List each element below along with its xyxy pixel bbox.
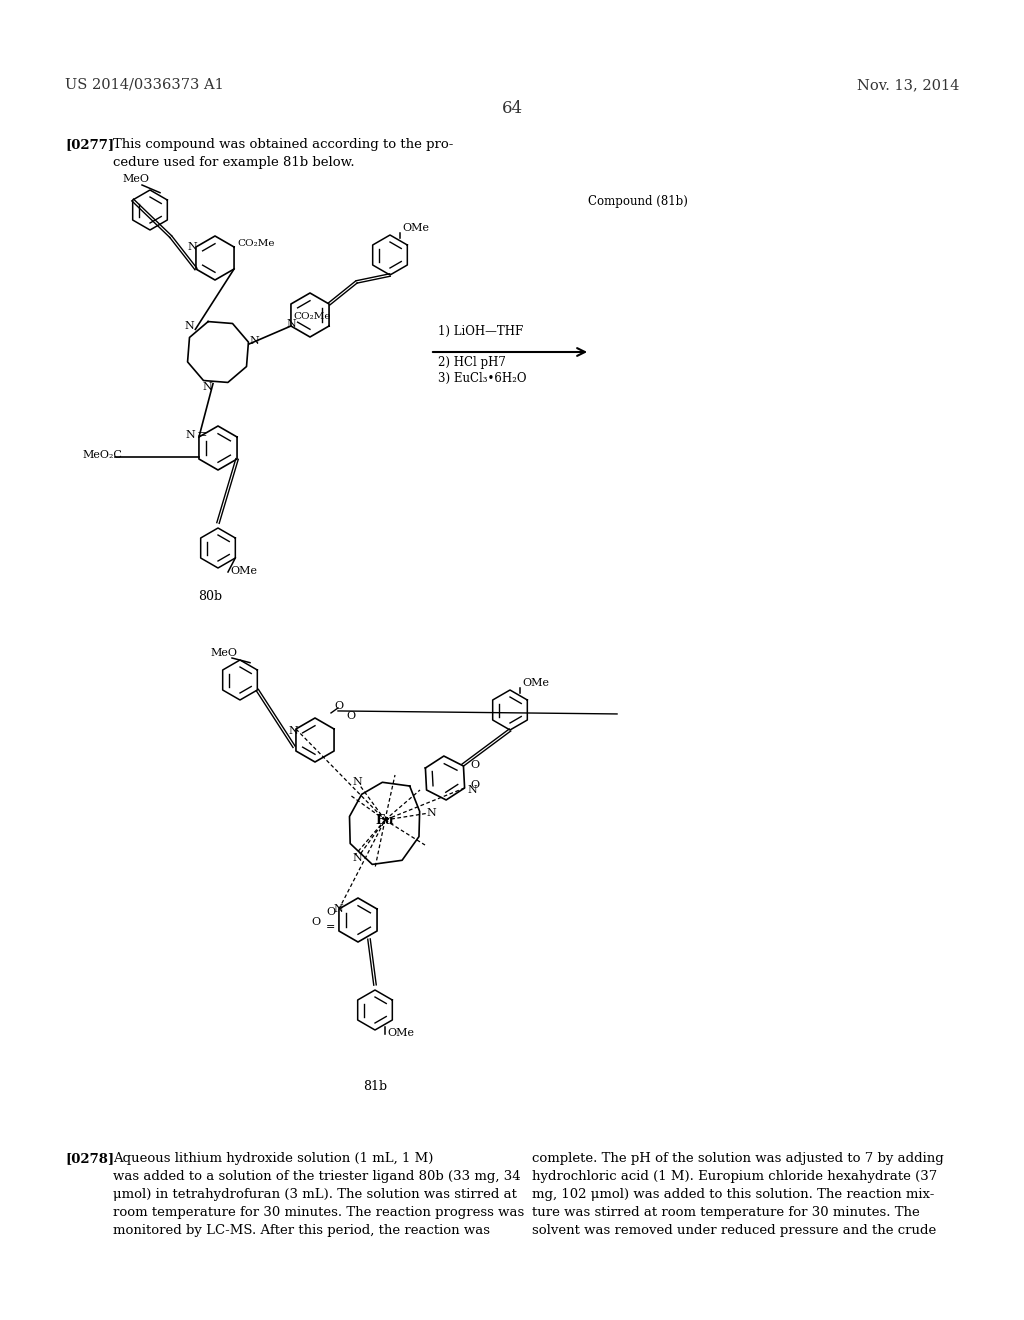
Text: [0277]: [0277] (65, 139, 114, 150)
Text: =: = (326, 921, 336, 932)
Text: CO₂Me: CO₂Me (293, 312, 331, 321)
Text: MeO₂C: MeO₂C (82, 450, 122, 459)
Text: N: N (334, 904, 344, 913)
Text: N: N (288, 726, 298, 737)
Text: [0278]: [0278] (65, 1152, 114, 1166)
Text: Eu: Eu (376, 813, 394, 826)
Text: N: N (352, 777, 362, 787)
Text: This compound was obtained according to the pro-
cedure used for example 81b bel: This compound was obtained according to … (113, 139, 454, 169)
Text: N: N (286, 319, 296, 329)
Text: N: N (352, 853, 362, 863)
Text: OMe: OMe (402, 223, 429, 234)
Text: MeO: MeO (210, 648, 237, 657)
Text: =: = (197, 429, 208, 441)
Text: N: N (187, 242, 197, 252)
Text: 1) LiOH—THF: 1) LiOH—THF (438, 325, 523, 338)
Text: O: O (346, 711, 355, 721)
Text: MeO: MeO (122, 174, 150, 183)
Text: O: O (470, 780, 479, 789)
Text: OMe: OMe (522, 678, 549, 688)
Text: 2) HCl pH7: 2) HCl pH7 (438, 356, 506, 370)
Text: O: O (326, 907, 335, 917)
Text: 3) EuCl₃•6H₂O: 3) EuCl₃•6H₂O (438, 372, 526, 385)
Text: OMe: OMe (230, 566, 257, 576)
Text: N: N (202, 381, 212, 392)
Text: N: N (185, 430, 195, 440)
Text: complete. The pH of the solution was adjusted to 7 by adding
hydrochloric acid (: complete. The pH of the solution was adj… (532, 1152, 944, 1237)
Text: 64: 64 (502, 100, 522, 117)
Text: CO₂Me: CO₂Me (237, 239, 274, 248)
Text: N: N (427, 808, 436, 817)
Text: N: N (184, 321, 195, 331)
Text: O: O (334, 701, 343, 711)
Text: Compound (81b): Compound (81b) (588, 195, 688, 209)
Text: Aqueous lithium hydroxide solution (1 mL, 1 M)
was added to a solution of the tr: Aqueous lithium hydroxide solution (1 mL… (113, 1152, 524, 1237)
Text: N: N (249, 337, 259, 346)
Text: O: O (470, 760, 479, 770)
Text: O: O (311, 917, 321, 927)
Text: Nov. 13, 2014: Nov. 13, 2014 (857, 78, 959, 92)
Text: US 2014/0336373 A1: US 2014/0336373 A1 (65, 78, 224, 92)
Text: 81b: 81b (362, 1080, 387, 1093)
Text: OMe: OMe (387, 1028, 414, 1038)
Text: 80b: 80b (198, 590, 222, 603)
Text: N: N (468, 785, 477, 795)
